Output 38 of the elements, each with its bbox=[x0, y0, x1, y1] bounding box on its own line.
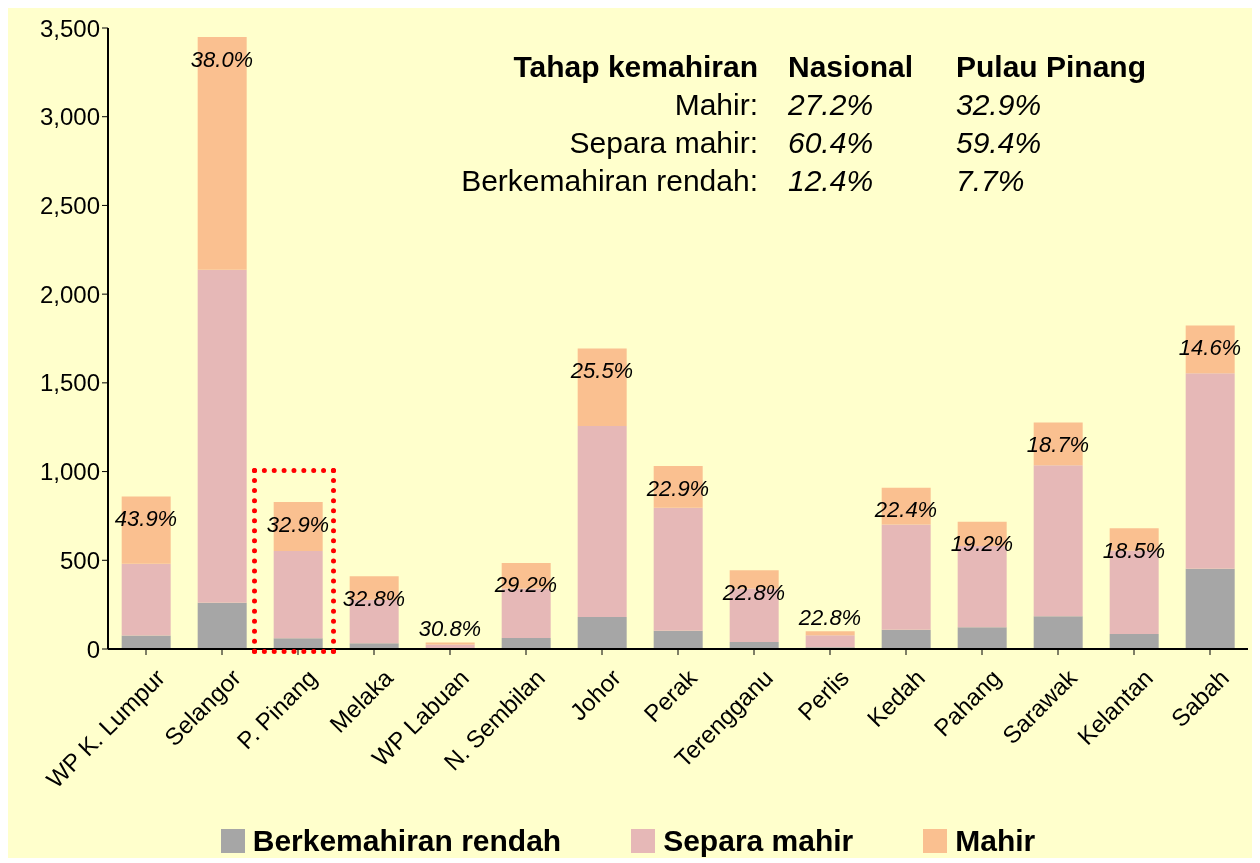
y-tick-label: 1,500 bbox=[39, 369, 100, 397]
annotation: 32.9% bbox=[266, 511, 330, 537]
annotation: 12.4% bbox=[787, 164, 875, 198]
annotation: 22.8% bbox=[721, 579, 786, 605]
annotation: Pulau Pinang bbox=[955, 50, 1148, 84]
annotation: Nasional bbox=[787, 50, 915, 84]
annotation: 25.5% bbox=[569, 357, 634, 383]
annotation: 18.7% bbox=[1026, 432, 1090, 458]
y-tick-label: 2,000 bbox=[39, 280, 100, 308]
annotation: 7.7% bbox=[955, 164, 1026, 198]
annotation: 22.8% bbox=[797, 604, 862, 630]
annotation: 32.8% bbox=[342, 585, 406, 611]
annotation: 22.4% bbox=[873, 497, 938, 523]
y-tick-label: 500 bbox=[59, 546, 100, 574]
legend-label: Mahir bbox=[955, 824, 1036, 858]
annotation: 60.4% bbox=[787, 126, 875, 160]
y-tick-label: 0 bbox=[86, 635, 100, 663]
annotation: 38.0% bbox=[190, 46, 254, 72]
annotation: 59.4% bbox=[955, 126, 1043, 160]
y-tick-label: 3,000 bbox=[39, 103, 100, 131]
annotation: 43.9% bbox=[114, 505, 178, 531]
annotation: Mahir: bbox=[673, 88, 758, 122]
annotation: Separa mahir: bbox=[568, 126, 758, 160]
legend-label: Separa mahir bbox=[663, 824, 854, 858]
annotation: Berkemahiran rendah: bbox=[460, 164, 758, 198]
y-tick-label: 1,000 bbox=[39, 458, 100, 486]
annotation: 30.8% bbox=[418, 615, 482, 641]
annotation: 18.5% bbox=[1102, 537, 1166, 563]
y-tick-label: 2,500 bbox=[39, 191, 100, 219]
annotation: 32.9% bbox=[955, 88, 1043, 122]
legend-label: Berkemahiran rendah bbox=[252, 824, 562, 858]
annotation: 29.2% bbox=[493, 572, 558, 598]
y-tick-label: 3,500 bbox=[39, 14, 100, 42]
annotation: 22.9% bbox=[645, 475, 710, 501]
annotation: Tahap kemahiran bbox=[512, 50, 758, 84]
annotation: 27.2% bbox=[787, 88, 875, 122]
annotation: 19.2% bbox=[950, 531, 1014, 557]
annotation: 14.6% bbox=[1178, 335, 1242, 361]
